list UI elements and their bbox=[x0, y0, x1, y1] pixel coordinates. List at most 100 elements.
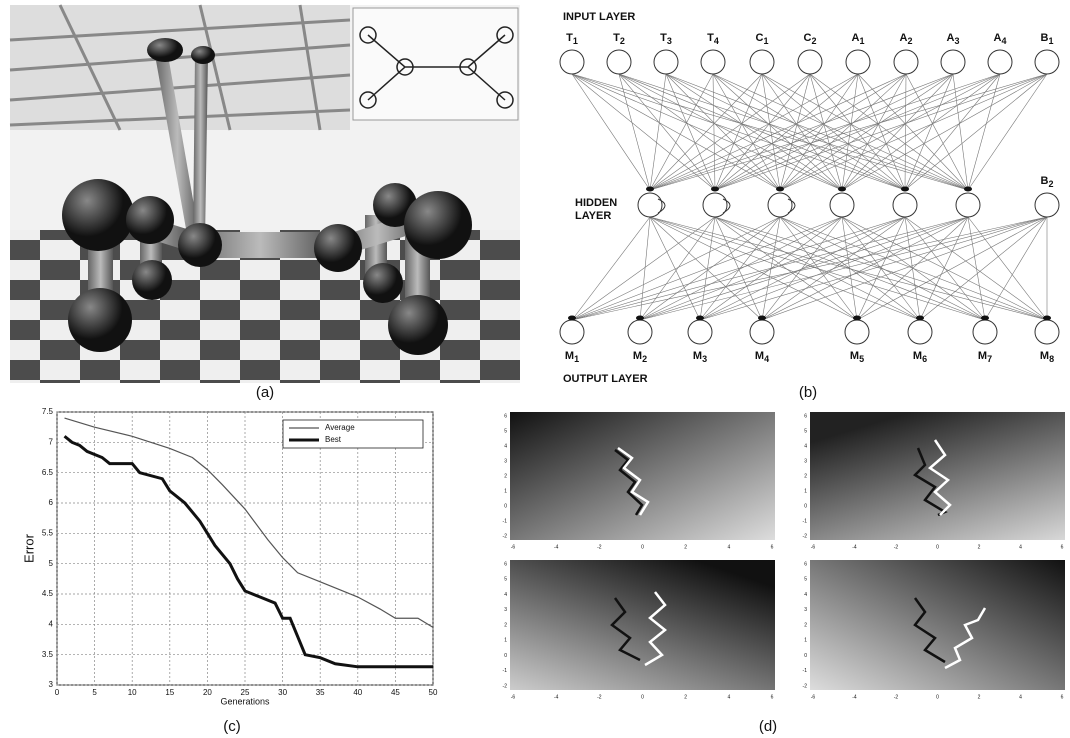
connection bbox=[650, 74, 1047, 190]
legend-label: Average bbox=[325, 423, 355, 432]
connection bbox=[715, 74, 762, 190]
heatmap-y-tick: 0 bbox=[804, 503, 807, 509]
heatmap-y-tick: 4 bbox=[804, 443, 807, 449]
node bbox=[893, 193, 917, 217]
y-tick-label: 7.5 bbox=[42, 407, 54, 416]
heatmap-y-tick: 1 bbox=[504, 488, 507, 494]
heatmap-x-tick: -4 bbox=[554, 544, 559, 550]
node-label-sub: 3 bbox=[702, 354, 707, 364]
node-label-main: M bbox=[693, 350, 702, 362]
heatmap-x-tick: 0 bbox=[641, 694, 644, 700]
node bbox=[956, 193, 980, 217]
heatmap-y-tick: 3 bbox=[804, 458, 807, 464]
node-label-main: M bbox=[755, 350, 764, 362]
heatmap-x-tick: -2 bbox=[597, 544, 602, 550]
connection bbox=[920, 217, 1047, 320]
heatmap-x-tick: -6 bbox=[511, 544, 516, 550]
node-label: T2 bbox=[613, 32, 625, 46]
node-label: A1 bbox=[852, 32, 865, 46]
node bbox=[845, 320, 869, 344]
node-arrow bbox=[758, 316, 766, 321]
connection bbox=[640, 217, 650, 320]
connection bbox=[715, 217, 920, 320]
heatmap-x-tick: 4 bbox=[727, 544, 730, 550]
heatmap-y-tick: 2 bbox=[804, 473, 807, 479]
connection bbox=[650, 217, 700, 320]
heatmap-y-tick: 4 bbox=[504, 443, 507, 449]
connection bbox=[572, 217, 780, 320]
node-label-main: B bbox=[1041, 175, 1049, 187]
node-label-sub: 3 bbox=[667, 36, 672, 46]
node-arrow bbox=[646, 187, 654, 192]
node-label-sub: 1 bbox=[859, 36, 864, 46]
node-label: M2 bbox=[633, 350, 647, 364]
node bbox=[560, 320, 584, 344]
node bbox=[750, 320, 774, 344]
heatmap-y-tick: 1 bbox=[804, 638, 807, 644]
node-label: M3 bbox=[693, 350, 707, 364]
node-label-sub: 6 bbox=[922, 354, 927, 364]
node bbox=[638, 193, 662, 217]
node bbox=[628, 320, 652, 344]
y-tick-label: 3 bbox=[49, 680, 54, 689]
heatmap-x-tick: 6 bbox=[1061, 694, 1064, 700]
node-label-sub: 4 bbox=[1001, 36, 1006, 46]
heatmap-x-tick: 4 bbox=[1019, 544, 1022, 550]
node-arrow bbox=[916, 316, 924, 321]
node bbox=[654, 50, 678, 74]
figure: (a) T1T2T3T4C1C2A1A2A3A4B1B2M1M2M3M4M5M6… bbox=[0, 0, 1070, 738]
node-arrow bbox=[568, 316, 576, 321]
x-tick-label: 10 bbox=[128, 688, 137, 697]
y-tick-label: 5.5 bbox=[42, 528, 54, 537]
node-label: C1 bbox=[756, 32, 769, 46]
node bbox=[1035, 320, 1059, 344]
node-label: M6 bbox=[913, 350, 927, 364]
node bbox=[846, 50, 870, 74]
node-arrow bbox=[696, 316, 704, 321]
node-label-sub: 1 bbox=[574, 354, 579, 364]
node bbox=[830, 193, 854, 217]
node bbox=[701, 50, 725, 74]
y-tick-label: 3.5 bbox=[42, 650, 54, 659]
heatmap-y-tick: 2 bbox=[804, 622, 807, 628]
heatmap-x-tick: 0 bbox=[936, 694, 939, 700]
connection bbox=[780, 217, 857, 320]
heatmap-y-tick: -2 bbox=[803, 533, 808, 539]
connection bbox=[780, 74, 1000, 190]
node bbox=[798, 50, 822, 74]
connection bbox=[780, 74, 1047, 190]
node bbox=[1035, 193, 1059, 217]
node bbox=[1035, 50, 1059, 74]
panel-label: (b) bbox=[799, 384, 817, 401]
node-label-sub: 1 bbox=[763, 36, 768, 46]
x-tick-label: 15 bbox=[165, 688, 174, 697]
heatmap-x-tick: -4 bbox=[554, 694, 559, 700]
node-label-sub: 4 bbox=[714, 36, 719, 46]
heatmap-y-tick: 6 bbox=[804, 561, 807, 567]
node-label: M8 bbox=[1040, 350, 1054, 364]
node-label-main: A bbox=[900, 32, 908, 44]
heatmap-y-tick: -1 bbox=[803, 668, 808, 674]
layer-label: OUTPUT LAYER bbox=[563, 373, 648, 385]
heatmap-x-tick: -2 bbox=[894, 544, 899, 550]
node-label-main: A bbox=[947, 32, 955, 44]
x-tick-label: 0 bbox=[55, 688, 60, 697]
heatmap-x-tick: -2 bbox=[894, 694, 899, 700]
y-axis-label: Error bbox=[21, 533, 36, 563]
y-tick-label: 7 bbox=[49, 437, 54, 446]
node-label-main: M bbox=[1040, 350, 1049, 362]
heatmap-y-tick: 1 bbox=[804, 488, 807, 494]
connection bbox=[842, 74, 906, 190]
connection bbox=[572, 217, 842, 320]
node-label: T4 bbox=[707, 32, 719, 46]
connection bbox=[715, 74, 906, 190]
heatmap-x-tick: 2 bbox=[978, 544, 981, 550]
heatmap-x-tick: 6 bbox=[771, 544, 774, 550]
node bbox=[894, 50, 918, 74]
node bbox=[768, 193, 792, 217]
node-label-sub: 2 bbox=[811, 36, 816, 46]
heatmap-y-tick: 2 bbox=[504, 622, 507, 628]
heatmap-x-tick: 2 bbox=[684, 544, 687, 550]
y-tick-label: 4 bbox=[49, 619, 54, 628]
